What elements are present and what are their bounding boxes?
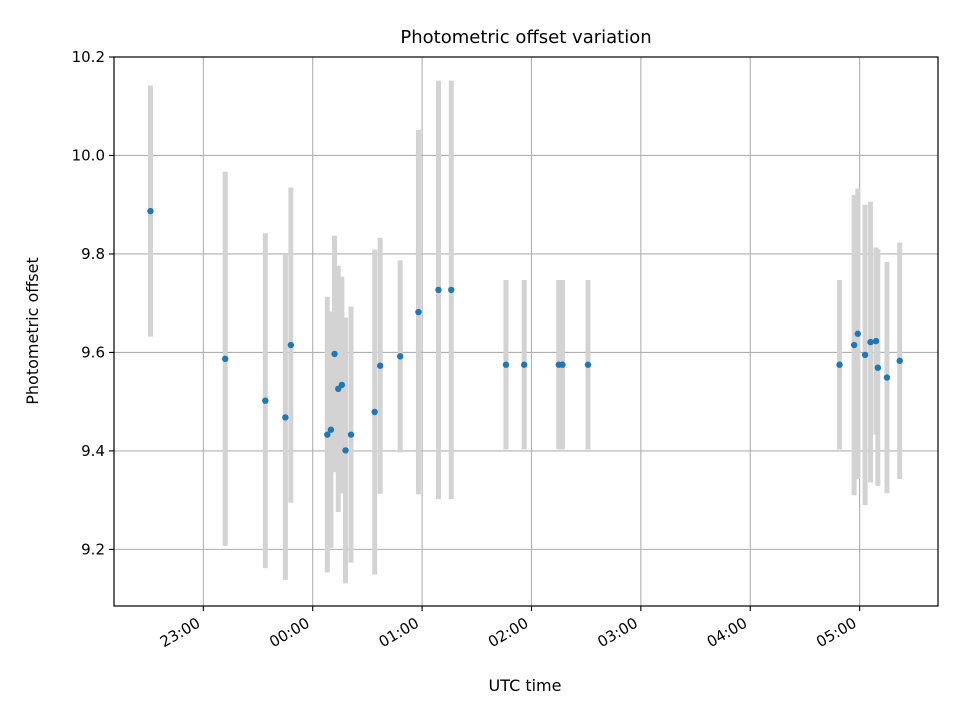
data-point [861,351,869,359]
data-point [502,361,510,368]
plot-frame [113,56,939,607]
chart-title: Photometric offset variation [400,27,651,48]
y-tick-label: 9.2 [81,540,105,558]
data-points [147,207,903,454]
data-point [584,361,592,368]
data-point [854,330,861,337]
data-point [867,338,874,346]
data-point [338,381,346,389]
data-point [262,397,269,404]
data-point [896,357,903,364]
data-point [147,207,154,215]
data-point [287,341,295,349]
data-point [342,447,349,454]
data-point [435,286,442,294]
data-point [448,286,455,294]
data-point [331,350,338,358]
y-tick-label: 9.4 [81,442,105,460]
data-point [415,308,422,316]
data-point [836,361,843,368]
data-point [872,337,880,345]
data-point [327,426,335,433]
data-point [282,414,289,421]
data-point [371,408,378,416]
data-point [874,364,882,371]
y-tick-label: 9.6 [81,343,105,361]
y-axis-label: Photometric offset [23,257,42,405]
data-point [222,355,229,363]
y-tick-label: 10.0 [72,146,105,164]
data-point [559,361,566,368]
data-point [850,341,858,349]
data-point [376,362,384,369]
y-tick-label: 10.2 [72,48,105,66]
data-point [883,374,891,381]
data-point [397,353,404,360]
data-point [324,431,331,438]
data-point [347,431,355,438]
data-point [520,361,528,368]
x-axis-label: UTC time [489,676,562,695]
y-tick-label: 9.8 [81,245,105,263]
